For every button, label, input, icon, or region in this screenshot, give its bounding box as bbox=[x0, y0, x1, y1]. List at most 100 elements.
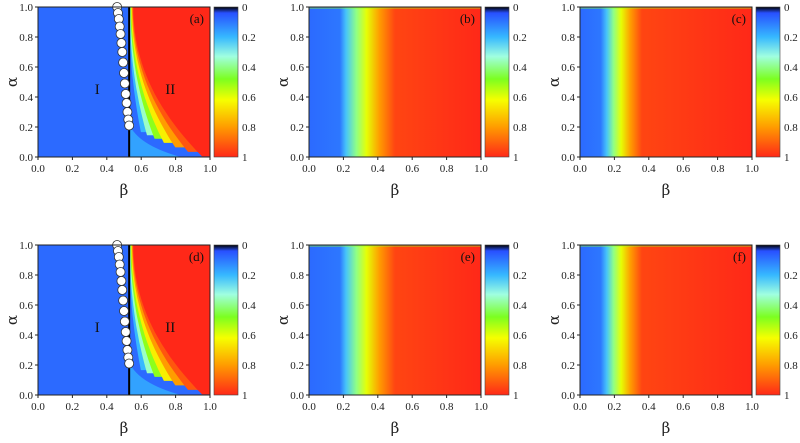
boundary-point bbox=[118, 295, 129, 306]
y-tick-label: 0.6 bbox=[19, 300, 33, 312]
heatmap-field bbox=[309, 7, 481, 157]
boundary-point bbox=[115, 267, 126, 277]
heatmap-top-edge bbox=[580, 7, 752, 9]
colorbar-tick-label: 0 bbox=[513, 2, 519, 14]
x-tick-label: 0.0 bbox=[302, 163, 316, 175]
colorbar-tick-label: 0.8 bbox=[784, 360, 798, 372]
colorbar-tick-label: 0.2 bbox=[242, 270, 256, 282]
panel-f: 0.0 0.2 0.4 0.6 0.8 1.0 0.0 0.2 0.4 0.6 0.8 1.0 β α (f… bbox=[545, 240, 798, 437]
x-axis-label: β bbox=[120, 419, 129, 437]
boundary-pocket bbox=[129, 124, 181, 157]
region-label-ii: II bbox=[165, 320, 175, 336]
x-tick-label: 0.4 bbox=[371, 163, 385, 175]
y-tick-label: 0.8 bbox=[19, 270, 33, 282]
boundary-point bbox=[120, 327, 131, 337]
boundary-point bbox=[119, 316, 130, 327]
plot-frame bbox=[37, 6, 211, 158]
region-label-i: I bbox=[95, 82, 100, 98]
panel-d: I II0.0 0.2 0.4 0.6 0.8 1.00.00.20.40.60.81.0β… bbox=[3, 240, 256, 437]
x-tick-label: 0.4 bbox=[100, 163, 114, 175]
colorbar-tick-label: 1 bbox=[784, 152, 790, 164]
plot-frame bbox=[37, 244, 211, 396]
y-axis-label: α bbox=[3, 315, 21, 325]
y-tick-label: 1.0 bbox=[561, 2, 575, 14]
y-tick-label: 0.4 bbox=[19, 92, 33, 104]
x-tick-label: 1.0 bbox=[203, 163, 217, 175]
colorbar bbox=[485, 7, 509, 157]
region-ii-contour bbox=[133, 7, 210, 157]
y-tick-label: 0.0 bbox=[19, 390, 33, 402]
boundary-point bbox=[119, 306, 129, 316]
colorbar-tick-label: 1 bbox=[784, 390, 790, 402]
x-axis-label: β bbox=[662, 181, 671, 199]
y-tick-label: 0.0 bbox=[561, 152, 575, 164]
y-tick-label: 0.2 bbox=[290, 360, 304, 372]
colorbar-tick-label: 1 bbox=[242, 390, 248, 402]
y-tick-label: 0.4 bbox=[19, 330, 33, 342]
boundary-point bbox=[124, 120, 135, 131]
colorbar-tick-label: 0.4 bbox=[784, 300, 798, 312]
colorbar-tick-label: 0.4 bbox=[784, 62, 798, 74]
colorbar-tick-label: 0.4 bbox=[513, 62, 527, 74]
y-tick-label: 0.2 bbox=[561, 122, 575, 134]
x-tick-label: 0.4 bbox=[100, 401, 114, 413]
colorbar-tick-label: 0.2 bbox=[513, 32, 527, 44]
x-tick-label: 1.0 bbox=[474, 163, 488, 175]
colorbar-tick-label: 0.2 bbox=[784, 270, 798, 282]
y-tick-label: 0.0 bbox=[19, 152, 33, 164]
y-tick-label: 0.8 bbox=[290, 32, 304, 44]
colorbar-tick-label: 0.6 bbox=[784, 330, 798, 342]
x-tick-label: 0.2 bbox=[337, 163, 351, 175]
region-label-ii: II bbox=[165, 82, 175, 98]
x-tick-label: 0.2 bbox=[66, 401, 80, 413]
y-tick-label: 1.0 bbox=[19, 2, 33, 14]
x-tick-label: 0.6 bbox=[676, 163, 690, 175]
boundary-point bbox=[117, 285, 128, 295]
x-tick-label: 0.6 bbox=[405, 401, 419, 413]
colorbar-tick-label: 1 bbox=[513, 390, 519, 402]
y-tick-label: 0.6 bbox=[19, 62, 33, 74]
heatmap-field bbox=[580, 7, 752, 157]
y-axis-label: α bbox=[274, 315, 292, 325]
x-tick-label: 0.2 bbox=[66, 163, 80, 175]
x-axis-label: β bbox=[391, 181, 400, 199]
colorbar-frame bbox=[484, 6, 510, 158]
y-tick-label: 0.0 bbox=[290, 390, 304, 402]
x-tick-label: 1.0 bbox=[203, 401, 217, 413]
x-tick-label: 1.0 bbox=[474, 401, 488, 413]
colorbar bbox=[214, 7, 238, 157]
x-tick-label: 0.0 bbox=[573, 163, 587, 175]
plot-frame bbox=[308, 244, 482, 396]
x-tick-label: 0.2 bbox=[608, 401, 622, 413]
x-tick-label: 0.4 bbox=[371, 401, 385, 413]
colorbar-tick-label: 0 bbox=[242, 2, 248, 14]
colorbar-tick-label: 0.6 bbox=[784, 92, 798, 104]
heatmap-top-edge bbox=[309, 7, 481, 9]
panel-label: (e) bbox=[461, 249, 475, 264]
y-tick-label: 1.0 bbox=[561, 240, 575, 252]
x-tick-label: 0.4 bbox=[642, 401, 656, 413]
x-tick-label: 0.6 bbox=[134, 163, 148, 175]
colorbar-tick-label: 0.2 bbox=[784, 32, 798, 44]
boundary-point bbox=[121, 336, 132, 346]
x-tick-label: 0.6 bbox=[134, 401, 148, 413]
y-tick-label: 0.2 bbox=[561, 360, 575, 372]
x-tick-label: 0.6 bbox=[405, 163, 419, 175]
y-axis-label: α bbox=[545, 315, 563, 325]
y-tick-label: 0.8 bbox=[19, 32, 33, 44]
y-tick-label: 0.8 bbox=[561, 32, 575, 44]
heatmap-top-edge bbox=[580, 245, 752, 247]
boundary-point bbox=[119, 78, 130, 89]
y-tick-label: 0.0 bbox=[561, 390, 575, 402]
x-tick-label: 0.4 bbox=[642, 163, 656, 175]
plot-frame bbox=[579, 6, 753, 158]
x-tick-label: 0.8 bbox=[169, 401, 183, 413]
heatmap-top-edge bbox=[309, 245, 481, 247]
colorbar bbox=[756, 245, 780, 395]
colorbar-tick-label: 0.2 bbox=[513, 270, 527, 282]
colorbar-tick-label: 0.6 bbox=[242, 330, 256, 342]
colorbar-tick-label: 0.8 bbox=[242, 360, 256, 372]
boundary-point bbox=[120, 89, 131, 99]
x-axis-label: β bbox=[391, 419, 400, 437]
